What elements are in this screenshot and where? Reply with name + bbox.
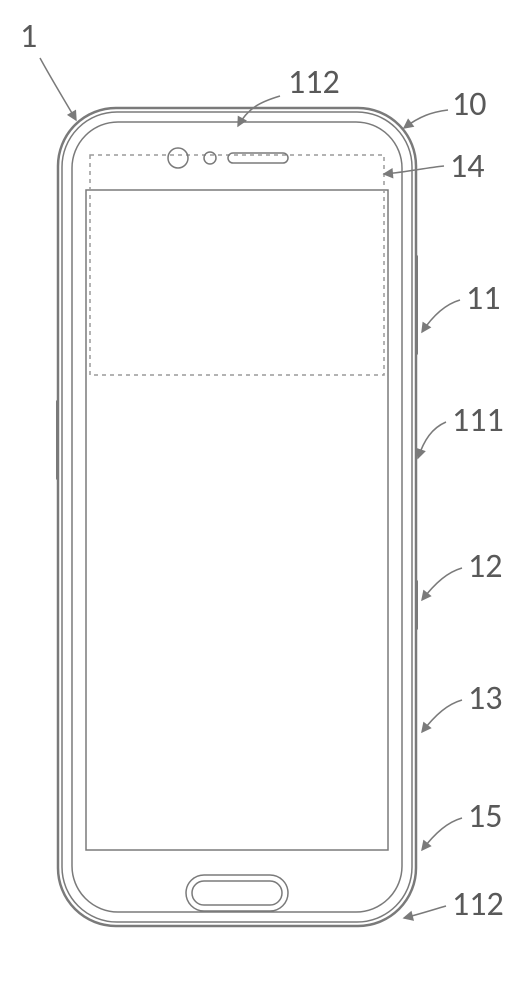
callout-label-13: 13: [468, 678, 502, 719]
callout-label-12: 12: [468, 546, 502, 587]
callout-label-15: 15: [468, 796, 502, 837]
callout-label-112a: 112: [288, 62, 340, 103]
phone-diagram: [0, 0, 524, 1000]
callout-label-112b: 112: [452, 884, 504, 925]
phone-outline: [56, 108, 418, 926]
callout-arrows: [40, 58, 462, 918]
callout-label-14: 14: [450, 146, 484, 187]
callout-label-10: 10: [452, 84, 486, 125]
callout-label-1: 1: [20, 16, 37, 57]
callout-label-11: 11: [466, 278, 500, 319]
callout-label-111: 111: [452, 400, 504, 441]
